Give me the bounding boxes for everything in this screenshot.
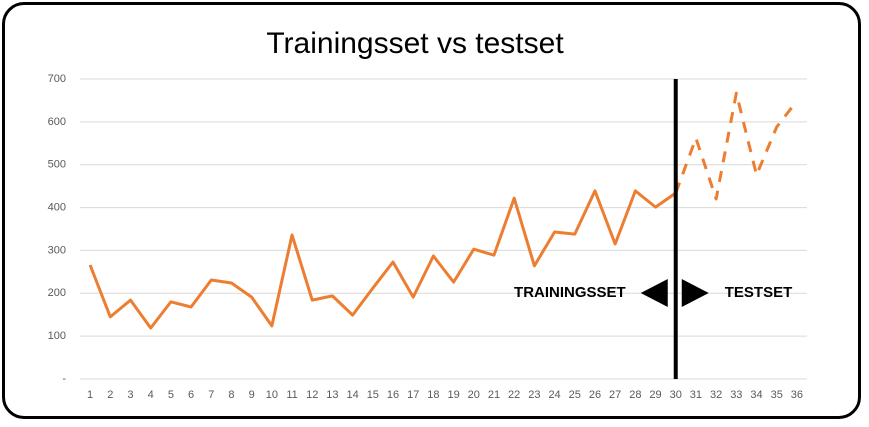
x-tick-label: 4 bbox=[148, 389, 154, 401]
y-tick-label: 600 bbox=[48, 116, 66, 128]
y-tick-label: - bbox=[62, 373, 66, 385]
x-tick-label: 34 bbox=[750, 389, 762, 401]
x-tick-label: 29 bbox=[649, 389, 661, 401]
x-tick-label: 13 bbox=[326, 389, 338, 401]
x-tick-label: 6 bbox=[188, 389, 194, 401]
y-tick-label: 200 bbox=[48, 287, 66, 299]
x-tick-label: 35 bbox=[771, 389, 783, 401]
x-tick-label: 18 bbox=[427, 389, 439, 401]
arrow-left bbox=[640, 279, 668, 307]
x-tick-label: 7 bbox=[208, 389, 214, 401]
x-tick-label: 8 bbox=[228, 389, 234, 401]
annotation: TRAININGSSET bbox=[514, 284, 626, 301]
x-tick-label: 20 bbox=[468, 389, 480, 401]
series-line bbox=[88, 189, 677, 330]
x-tick-label: 27 bbox=[609, 389, 621, 401]
x-tick-label: 2 bbox=[107, 389, 113, 401]
x-tick-label: 26 bbox=[589, 389, 601, 401]
x-tick-label: 1 bbox=[87, 389, 93, 401]
x-tick-label: 17 bbox=[407, 389, 419, 401]
x-tick-label: 5 bbox=[168, 389, 174, 401]
series-line bbox=[674, 91, 799, 201]
x-tick-label: 25 bbox=[569, 389, 581, 401]
x-tick-label: 30 bbox=[670, 389, 682, 401]
x-tick-label: 22 bbox=[508, 389, 520, 401]
y-tick-label: 400 bbox=[48, 201, 66, 213]
arrow-right bbox=[681, 279, 709, 307]
annotation: TESTSET bbox=[725, 284, 793, 301]
x-tick-label: 9 bbox=[249, 389, 255, 401]
x-tick-label: 28 bbox=[629, 389, 641, 401]
x-tick-label: 11 bbox=[286, 389, 297, 401]
x-tick-label: 3 bbox=[127, 389, 133, 401]
x-tick-label: 31 bbox=[690, 389, 702, 401]
x-tick-label: 19 bbox=[447, 389, 459, 401]
x-tick-label: 33 bbox=[730, 389, 742, 401]
x-tick-label: 15 bbox=[367, 389, 379, 401]
x-tick-label: 23 bbox=[528, 389, 540, 401]
x-tick-label: 10 bbox=[266, 389, 278, 401]
x-tick-label: 14 bbox=[347, 389, 359, 401]
y-tick-label: 500 bbox=[48, 159, 66, 171]
x-tick-label: 21 bbox=[488, 389, 500, 401]
x-tick-label: 32 bbox=[710, 389, 722, 401]
x-tick-label: 16 bbox=[387, 389, 399, 401]
x-tick-label: 24 bbox=[548, 389, 560, 401]
y-tick-label: 300 bbox=[48, 244, 66, 256]
x-tick-label: 36 bbox=[791, 389, 803, 401]
x-tick-label: 12 bbox=[306, 389, 318, 401]
y-tick-label: 100 bbox=[48, 330, 66, 342]
chart-title: Trainingsset vs testset bbox=[266, 27, 564, 60]
y-tick-label: 700 bbox=[48, 73, 66, 85]
frame bbox=[2, 2, 861, 419]
